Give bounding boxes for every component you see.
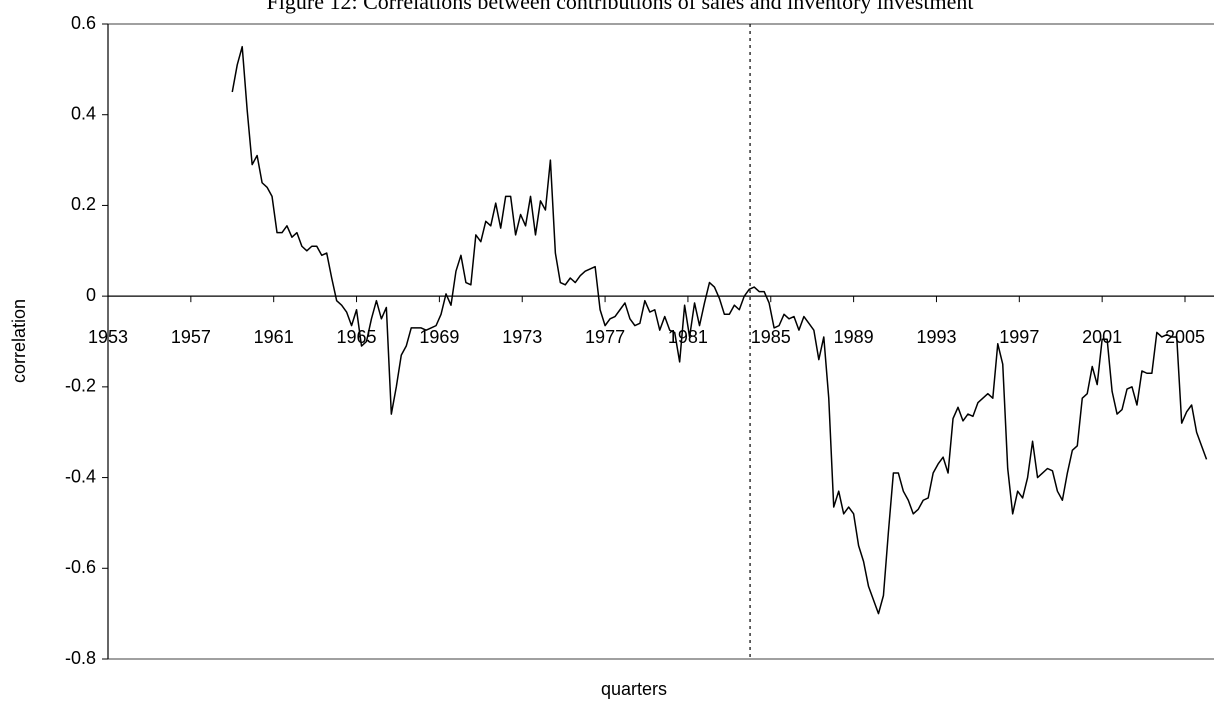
x-tick-label: 1997 <box>999 327 1039 347</box>
x-tick-label: 1981 <box>668 327 708 347</box>
data-line <box>231 45 1208 615</box>
x-tick-label: 1993 <box>916 327 956 347</box>
x-tick-label: 1977 <box>585 327 625 347</box>
y-axis-label: correlation <box>9 299 29 383</box>
x-axis-label: quarters <box>601 679 667 699</box>
x-tick-label: 1953 <box>88 327 128 347</box>
y-tick-label: -0.8 <box>65 648 96 668</box>
y-tick-label: -0.2 <box>65 376 96 396</box>
y-tick-label: 0.6 <box>71 13 96 33</box>
y-tick-label: 0.4 <box>71 103 96 123</box>
x-tick-label: 2001 <box>1082 327 1122 347</box>
x-tick-label: 1969 <box>419 327 459 347</box>
y-tick-label: -0.6 <box>65 557 96 577</box>
x-tick-label: 1973 <box>502 327 542 347</box>
x-tick-label: 1961 <box>254 327 294 347</box>
x-tick-label: 1965 <box>337 327 377 347</box>
x-tick-label: 1985 <box>751 327 791 347</box>
x-tick-label: 1957 <box>171 327 211 347</box>
x-tick-label: 1989 <box>834 327 874 347</box>
y-tick-label: 0.2 <box>71 194 96 214</box>
x-tick-label: 2005 <box>1165 327 1205 347</box>
y-tick-label: -0.4 <box>65 466 96 486</box>
y-tick-label: 0 <box>86 285 96 305</box>
chart-title: Figure 12: Correlations between contribu… <box>267 0 974 14</box>
